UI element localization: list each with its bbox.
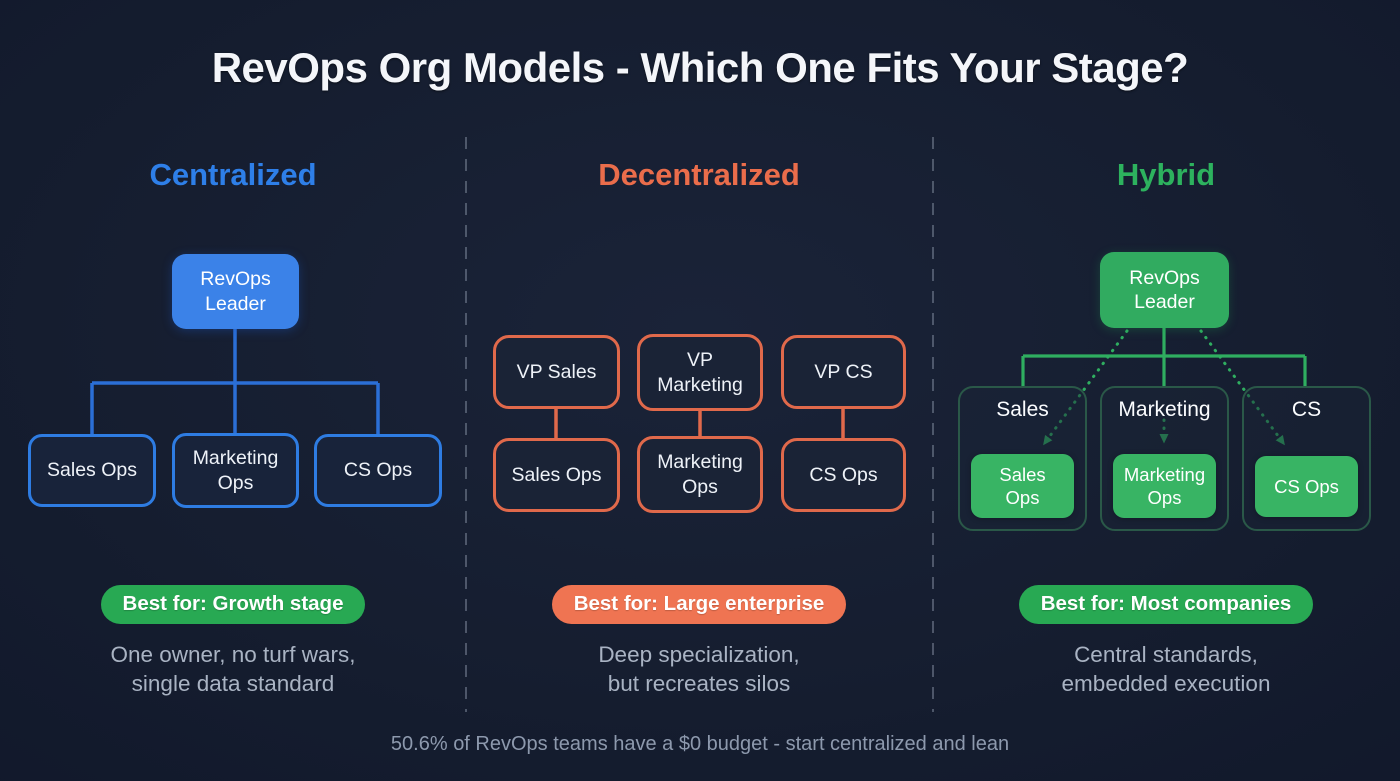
hybrid-best-for-badge: Best for: Most companies [1018,584,1314,624]
hybrid-marketing-ops-node: Marketing Ops [1113,454,1216,518]
decentralized-vp-sales-node: VP Sales [493,335,620,409]
hybrid-sales-ops-node: Sales Ops [971,454,1074,518]
decentralized-description-line-2: but recreates silos [607,671,791,696]
column-divider-1 [465,137,467,712]
centralized-revops-leader-node: RevOps Leader [172,254,299,329]
centralized-description-line-1: One owner, no turf wars, [110,642,356,667]
decentralized-badge-row: Best for: Large enterprise [466,584,932,624]
hybrid-marketing-group-label: Marketing [1118,398,1211,421]
footer-stat-note: 50.6% of RevOps teams have a $0 budget -… [390,733,1010,755]
hybrid-cs-ops-node: CS Ops [1255,456,1358,517]
decentralized-best-for-badge: Best for: Large enterprise [551,584,847,624]
hybrid-description-line-1: Central standards, [1074,642,1258,667]
decentralized-sales-ops-node: Sales Ops [493,438,620,512]
decentralized-marketing-ops-node: Marketing Ops [637,436,763,513]
centralized-header: Centralized [149,157,317,192]
hybrid-dotted-arrow-right [1199,329,1286,446]
centralized-marketing-ops-node: Marketing Ops [172,433,299,508]
centralized-description: One owner, no turf wars, single data sta… [0,640,466,698]
decentralized-cs-ops-node: CS Ops [781,438,906,512]
centralized-best-for-badge: Best for: Growth stage [100,584,366,624]
decentralized-vp-cs-node: VP CS [781,335,906,409]
hybrid-cs-group-label: CS [1291,398,1322,421]
page-title: RevOps Org Models - Which One Fits Your … [211,44,1189,91]
hybrid-header: Hybrid [1116,157,1216,192]
centralized-connector-lines [90,326,380,436]
hybrid-badge-row: Best for: Most companies [932,584,1400,624]
centralized-badge-row: Best for: Growth stage [0,584,466,624]
centralized-description-line-2: single data standard [131,671,335,696]
hybrid-description-line-2: embedded execution [1061,671,1271,696]
hybrid-description: Central standards, embedded execution [932,640,1400,698]
hybrid-dotted-arrow-left [1042,329,1129,446]
hybrid-sales-group-label: Sales [996,398,1049,421]
hybrid-revops-leader-node: RevOps Leader [1100,252,1229,328]
centralized-sales-ops-node: Sales Ops [28,434,156,507]
centralized-cs-ops-node: CS Ops [314,434,442,507]
decentralized-connector-lines [554,406,845,440]
decentralized-description-line-1: Deep specialization, [598,642,800,667]
decentralized-description: Deep specialization, but recreates silos [466,640,932,698]
decentralized-header: Decentralized [598,157,800,192]
decentralized-vp-marketing-node: VP Marketing [637,334,763,411]
column-divider-2 [932,137,934,712]
hybrid-solid-connector-lines [1021,325,1307,388]
